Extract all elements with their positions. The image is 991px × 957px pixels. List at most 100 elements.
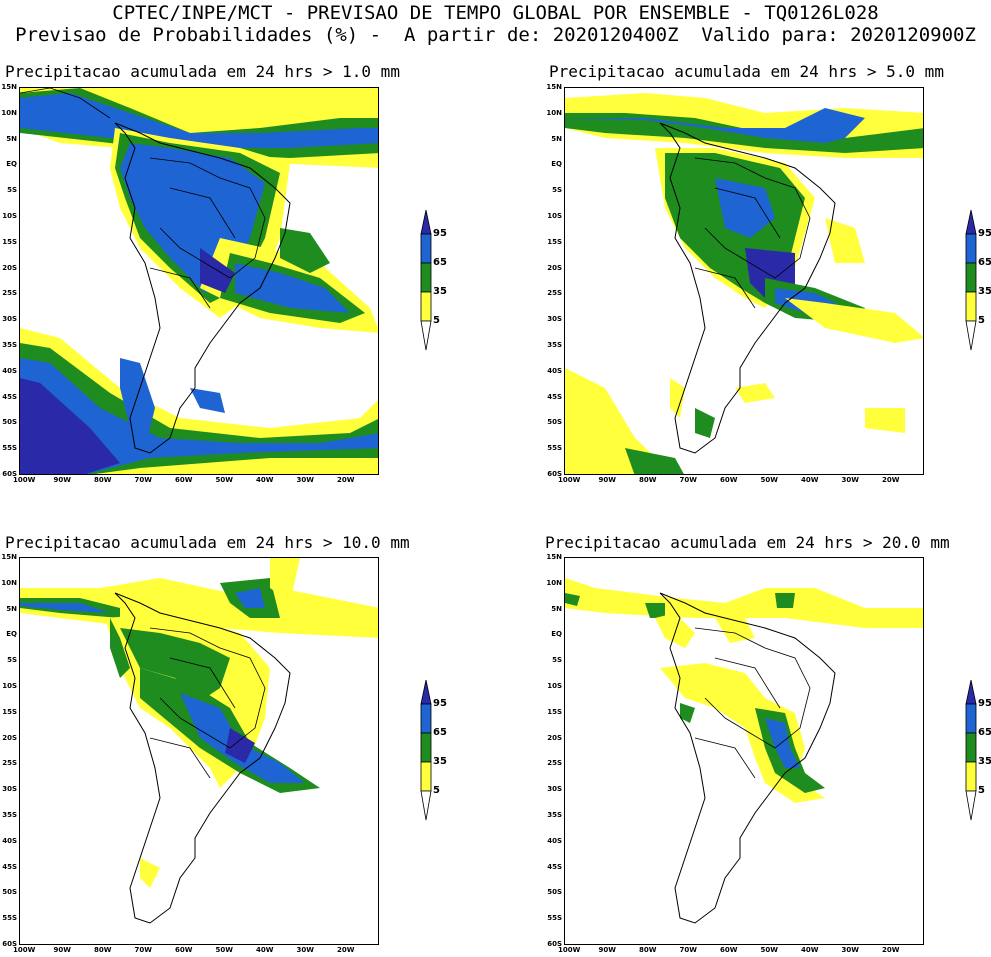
lat-tick-label: 10S: [547, 212, 562, 220]
colorbar: 95 65 35 5: [963, 209, 991, 360]
lat-tick-label: 25S: [547, 289, 562, 298]
lat-tick-label: 45S: [547, 392, 562, 401]
lon-tick-label: 70W: [679, 476, 697, 484]
colorbar-label: 5: [433, 785, 440, 796]
colorbar-label: 95: [433, 228, 447, 239]
colorbar-label: 5: [433, 315, 440, 326]
lon-tick-label: 90W: [598, 946, 616, 954]
colorbar-95-segment: [420, 209, 432, 235]
lat-tick-label: 40S: [547, 366, 562, 375]
lon-tick-label: 100W: [13, 946, 36, 954]
lat-tick-label: 30S: [2, 785, 17, 794]
lon-tick-label: 40W: [801, 476, 819, 484]
lat-tick-label: EQ: [6, 160, 17, 169]
lat-tick-label: 10S: [2, 212, 17, 220]
lon-tick-label: 70W: [134, 476, 152, 484]
lat-tick-label: 5N: [551, 134, 562, 143]
lat-tick-label: 30S: [2, 315, 17, 324]
colorbar-label: 65: [433, 727, 447, 738]
lat-tick-label: 40S: [2, 366, 17, 375]
panel-3-map: [19, 557, 379, 945]
lon-tick-label: 40W: [256, 946, 274, 954]
lat-tick-label: 45S: [547, 862, 562, 871]
lat-tick-label: 5S: [552, 656, 562, 665]
lon-tick-label: 20W: [337, 476, 355, 484]
lon-tick-label: 30W: [841, 946, 859, 954]
colorbar: 95 65 35 5: [418, 679, 478, 830]
lat-tick-label: 40S: [547, 836, 562, 845]
panel-3-title: Precipitacao acumulada em 24 hrs > 10.0 …: [5, 533, 410, 552]
panel-4-map: [564, 557, 924, 945]
colorbar-5-segment: [965, 291, 977, 322]
lat-tick-label: 15S: [547, 237, 562, 246]
lon-tick-label: 80W: [94, 476, 112, 484]
colorbar-5-segment: [420, 291, 432, 322]
lon-tick-label: 40W: [256, 476, 274, 484]
lon-tick-label: 90W: [53, 476, 71, 484]
colorbar: 95 65 35 5: [963, 679, 991, 830]
panel-2-map: [564, 87, 924, 475]
lat-tick-label: EQ: [551, 160, 562, 169]
lat-tick-label: 60S: [547, 940, 562, 948]
lon-tick-label: 50W: [215, 946, 233, 954]
lat-tick-label: 35S: [547, 341, 562, 349]
colorbar-label: 65: [978, 727, 991, 738]
lat-tick-label: 10S: [547, 682, 562, 690]
lat-tick-label: 50S: [2, 888, 17, 897]
lon-tick-label: 80W: [639, 476, 657, 484]
colorbar-65-segment: [420, 233, 432, 264]
lat-tick-label: 15N: [546, 553, 562, 561]
lon-tick-label: 60W: [720, 476, 738, 484]
panel-1-title: Precipitacao acumulada em 24 hrs > 1.0 m…: [5, 62, 400, 81]
lon-tick-label: 30W: [841, 476, 859, 484]
lon-tick-label: 20W: [337, 946, 355, 954]
colorbar-below-segment: [965, 790, 977, 821]
lon-tick-label: 50W: [760, 946, 778, 954]
lon-tick-label: 70W: [679, 946, 697, 954]
colorbar-label: 35: [433, 286, 447, 297]
lat-tick-label: 55S: [547, 444, 562, 453]
lon-tick-label: 20W: [882, 476, 900, 484]
colorbar-label: 35: [978, 756, 991, 767]
lon-tick-label: 30W: [296, 946, 314, 954]
lat-tick-label: 25S: [2, 759, 17, 768]
lat-tick-label: 35S: [2, 341, 17, 349]
colorbar-below-segment: [420, 790, 432, 821]
lat-tick-label: 20S: [547, 263, 562, 272]
lat-tick-label: 40S: [2, 836, 17, 845]
lat-tick-label: 5N: [6, 134, 17, 143]
lat-tick-label: 50S: [547, 418, 562, 427]
header-subtitle: Previsao de Probabilidades (%) - A parti…: [15, 24, 976, 46]
lon-tick-label: 50W: [215, 476, 233, 484]
colorbar-label: 65: [433, 257, 447, 268]
lat-tick-label: 55S: [2, 914, 17, 923]
lon-tick-label: 100W: [558, 946, 581, 954]
lat-tick-label: 30S: [547, 785, 562, 794]
lat-tick-label: 15N: [1, 553, 17, 561]
lat-tick-label: 5N: [551, 604, 562, 613]
lat-tick-label: 20S: [2, 263, 17, 272]
panel-1-map: [19, 87, 379, 475]
colorbar-95-segment: [420, 679, 432, 705]
colorbar-65-segment: [965, 703, 977, 734]
lat-tick-label: 45S: [2, 862, 17, 871]
lat-tick-label: 60S: [2, 940, 17, 948]
colorbar-35-segment: [420, 732, 432, 763]
colorbar-label: 95: [978, 698, 991, 709]
colorbar-label: 35: [978, 286, 991, 297]
lat-tick-label: 50S: [547, 888, 562, 897]
lat-tick-label: 20S: [547, 733, 562, 742]
colorbar-65-segment: [965, 233, 977, 264]
colorbar-label: 35: [433, 756, 447, 767]
lon-tick-label: 60W: [720, 946, 738, 954]
lat-tick-label: 5S: [552, 186, 562, 195]
lat-tick-label: 15S: [2, 237, 17, 246]
lat-tick-label: 30S: [547, 315, 562, 324]
lon-tick-label: 90W: [53, 946, 71, 954]
lat-tick-label: 10S: [2, 682, 17, 690]
colorbar-below-segment: [420, 320, 432, 351]
colorbar-below-segment: [965, 320, 977, 351]
colorbar-35-segment: [965, 732, 977, 763]
colorbar-35-segment: [965, 262, 977, 293]
colorbar-95-segment: [965, 209, 977, 235]
